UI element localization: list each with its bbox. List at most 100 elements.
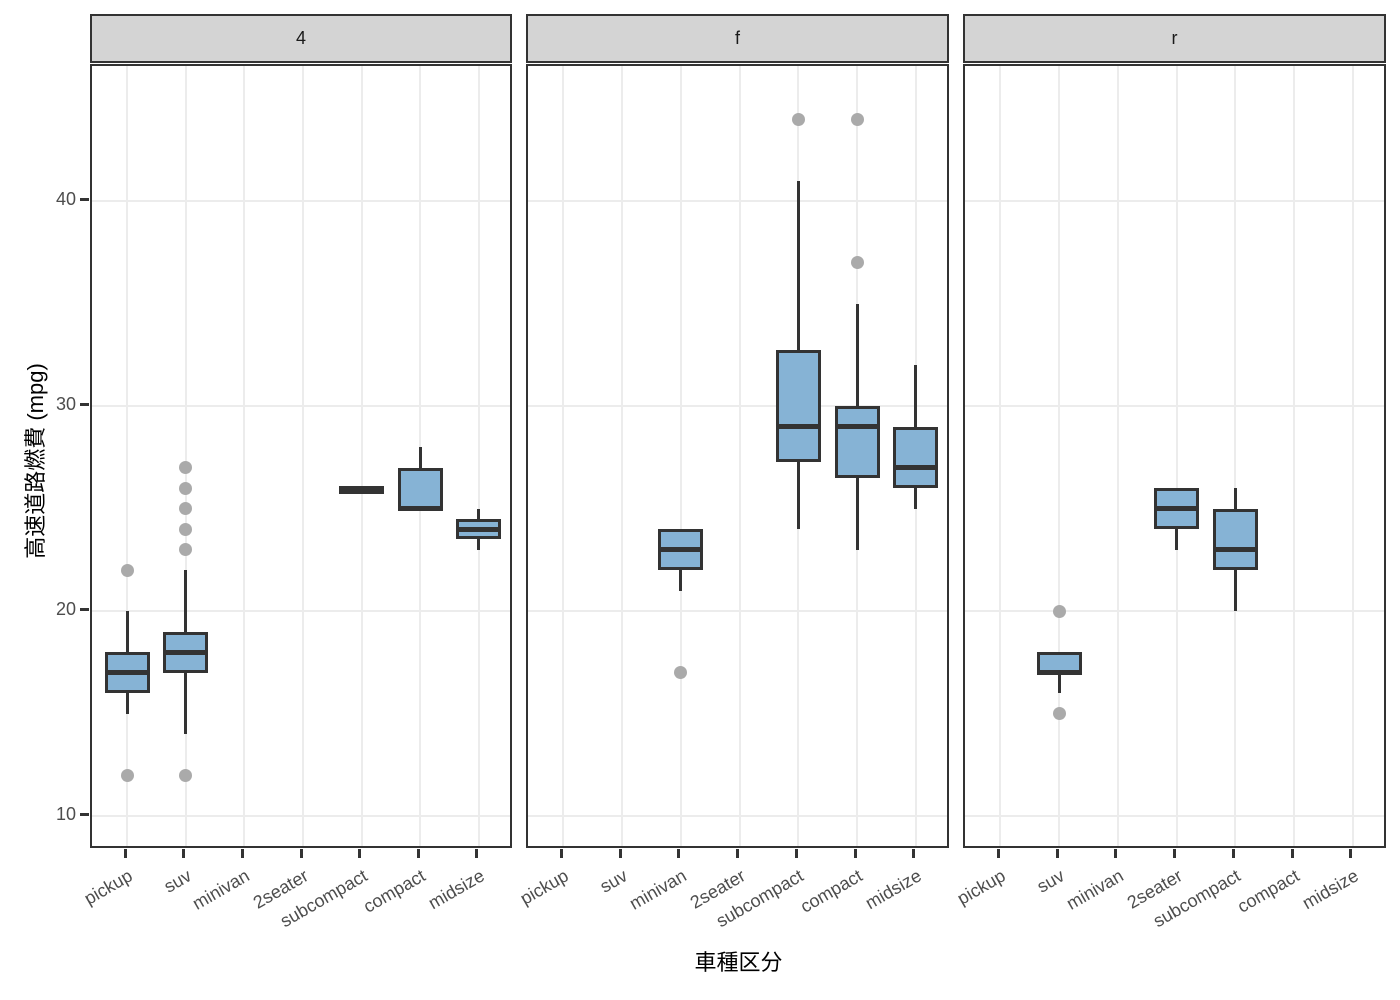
- boxplot-median-line: [1036, 670, 1082, 675]
- x-tick-label: pickup: [80, 865, 136, 909]
- box-whisker-upper: [418, 447, 422, 468]
- box-whisker-lower: [855, 477, 859, 550]
- x-tick: [475, 849, 479, 858]
- gridline-horizontal: [92, 200, 510, 202]
- y-tick-label: 40: [55, 189, 76, 209]
- outlier-point: [120, 768, 134, 782]
- facet-strip: 4: [90, 14, 512, 63]
- box-whisker-upper: [477, 508, 481, 519]
- x-tick: [240, 849, 244, 858]
- facet-strip-label: r: [1171, 28, 1178, 48]
- gridline-horizontal: [528, 200, 947, 202]
- outlier-point: [179, 768, 193, 782]
- gridline-vertical: [477, 66, 480, 846]
- x-tick: [559, 849, 563, 858]
- outlier-point: [674, 666, 688, 679]
- y-tick: [80, 607, 89, 611]
- boxplot-median-line: [658, 547, 704, 552]
- outlier-point: [179, 461, 193, 474]
- box-whisker-lower: [184, 672, 188, 734]
- x-tick: [1349, 849, 1353, 858]
- outlier-point: [179, 543, 193, 556]
- x-axis-title: 車種区分: [694, 950, 783, 975]
- boxplot-median-line: [893, 465, 939, 470]
- box-whisker-lower: [1057, 672, 1061, 693]
- box-whisker-lower: [125, 693, 129, 714]
- outlier-point: [120, 563, 134, 577]
- outlier-point: [850, 256, 864, 269]
- gridline-vertical: [1234, 66, 1237, 846]
- outlier-point: [179, 522, 193, 536]
- x-tick: [358, 849, 362, 858]
- x-tick-label: compact: [1233, 865, 1303, 917]
- gridline-vertical: [184, 66, 187, 846]
- boxplot-median-line: [775, 424, 821, 429]
- box-whisker-upper: [796, 180, 800, 350]
- boxplot-median-line: [339, 485, 385, 491]
- x-tick: [1173, 849, 1176, 858]
- gridline-horizontal: [965, 610, 1384, 612]
- gridline-horizontal: [92, 815, 510, 817]
- gridline-vertical: [302, 66, 304, 846]
- x-tick: [182, 849, 186, 858]
- y-axis-title: 高速道路燃費 (mpg): [23, 363, 48, 559]
- boxplot-box: [397, 467, 443, 509]
- gridline-vertical: [562, 66, 565, 846]
- facet-strip-label: 4: [295, 28, 306, 48]
- box-whisker-lower: [1233, 570, 1237, 611]
- boxplot-median-line: [397, 506, 443, 511]
- boxplot-median-line: [1154, 506, 1199, 511]
- y-tick: [80, 402, 89, 406]
- x-tick-label: suv: [596, 865, 631, 897]
- y-tick: [80, 197, 89, 201]
- facet-panel: [90, 64, 512, 848]
- box-whisker-lower: [796, 462, 800, 529]
- x-tick: [853, 849, 857, 858]
- x-tick-label: compact: [360, 865, 429, 917]
- y-tick-label: 30: [55, 394, 76, 414]
- boxplot-box: [1212, 508, 1258, 570]
- gridline-vertical: [1116, 66, 1119, 846]
- x-tick: [1290, 849, 1294, 858]
- gridline-horizontal: [92, 405, 510, 407]
- box-whisker-upper: [1233, 488, 1237, 509]
- facet-panel: [526, 64, 949, 848]
- outlier-point: [179, 481, 193, 495]
- box-whisker-upper: [184, 570, 188, 632]
- x-tick-label: pickup: [516, 865, 572, 909]
- gridline-horizontal: [965, 200, 1384, 202]
- boxplot-box: [834, 406, 880, 478]
- gridline-horizontal: [528, 815, 947, 817]
- box-whisker-lower: [477, 539, 481, 550]
- x-tick-label: minivan: [625, 865, 690, 914]
- box-whisker-upper: [125, 611, 129, 652]
- facet-strip: f: [526, 14, 949, 63]
- x-tick: [299, 849, 303, 858]
- x-tick: [912, 849, 916, 858]
- gridline-vertical: [1058, 66, 1060, 846]
- x-tick-label: pickup: [953, 865, 1009, 909]
- outlier-point: [1052, 707, 1066, 720]
- x-tick: [416, 849, 420, 858]
- x-tick: [123, 849, 127, 858]
- y-tick-label: 10: [55, 804, 76, 824]
- x-tick-label: midsize: [861, 865, 925, 914]
- x-tick: [996, 849, 1000, 858]
- gridline-vertical: [621, 66, 623, 846]
- facet-panel: [963, 64, 1386, 848]
- gridline-vertical: [126, 66, 129, 846]
- boxplot-median-line: [163, 649, 209, 655]
- gridline-horizontal: [92, 610, 510, 612]
- y-tick-label: 20: [55, 599, 76, 619]
- boxplot-median-line: [456, 526, 502, 532]
- box-whisker-lower: [1175, 529, 1178, 550]
- gridline-vertical: [999, 66, 1002, 846]
- x-tick-label: midsize: [1298, 865, 1362, 914]
- outlier-point: [179, 502, 193, 515]
- facet-strip: r: [963, 14, 1386, 63]
- gridline-vertical: [1293, 66, 1295, 846]
- y-tick: [80, 812, 89, 816]
- facet-strip-label: f: [734, 28, 740, 48]
- gridline-vertical: [1351, 66, 1354, 846]
